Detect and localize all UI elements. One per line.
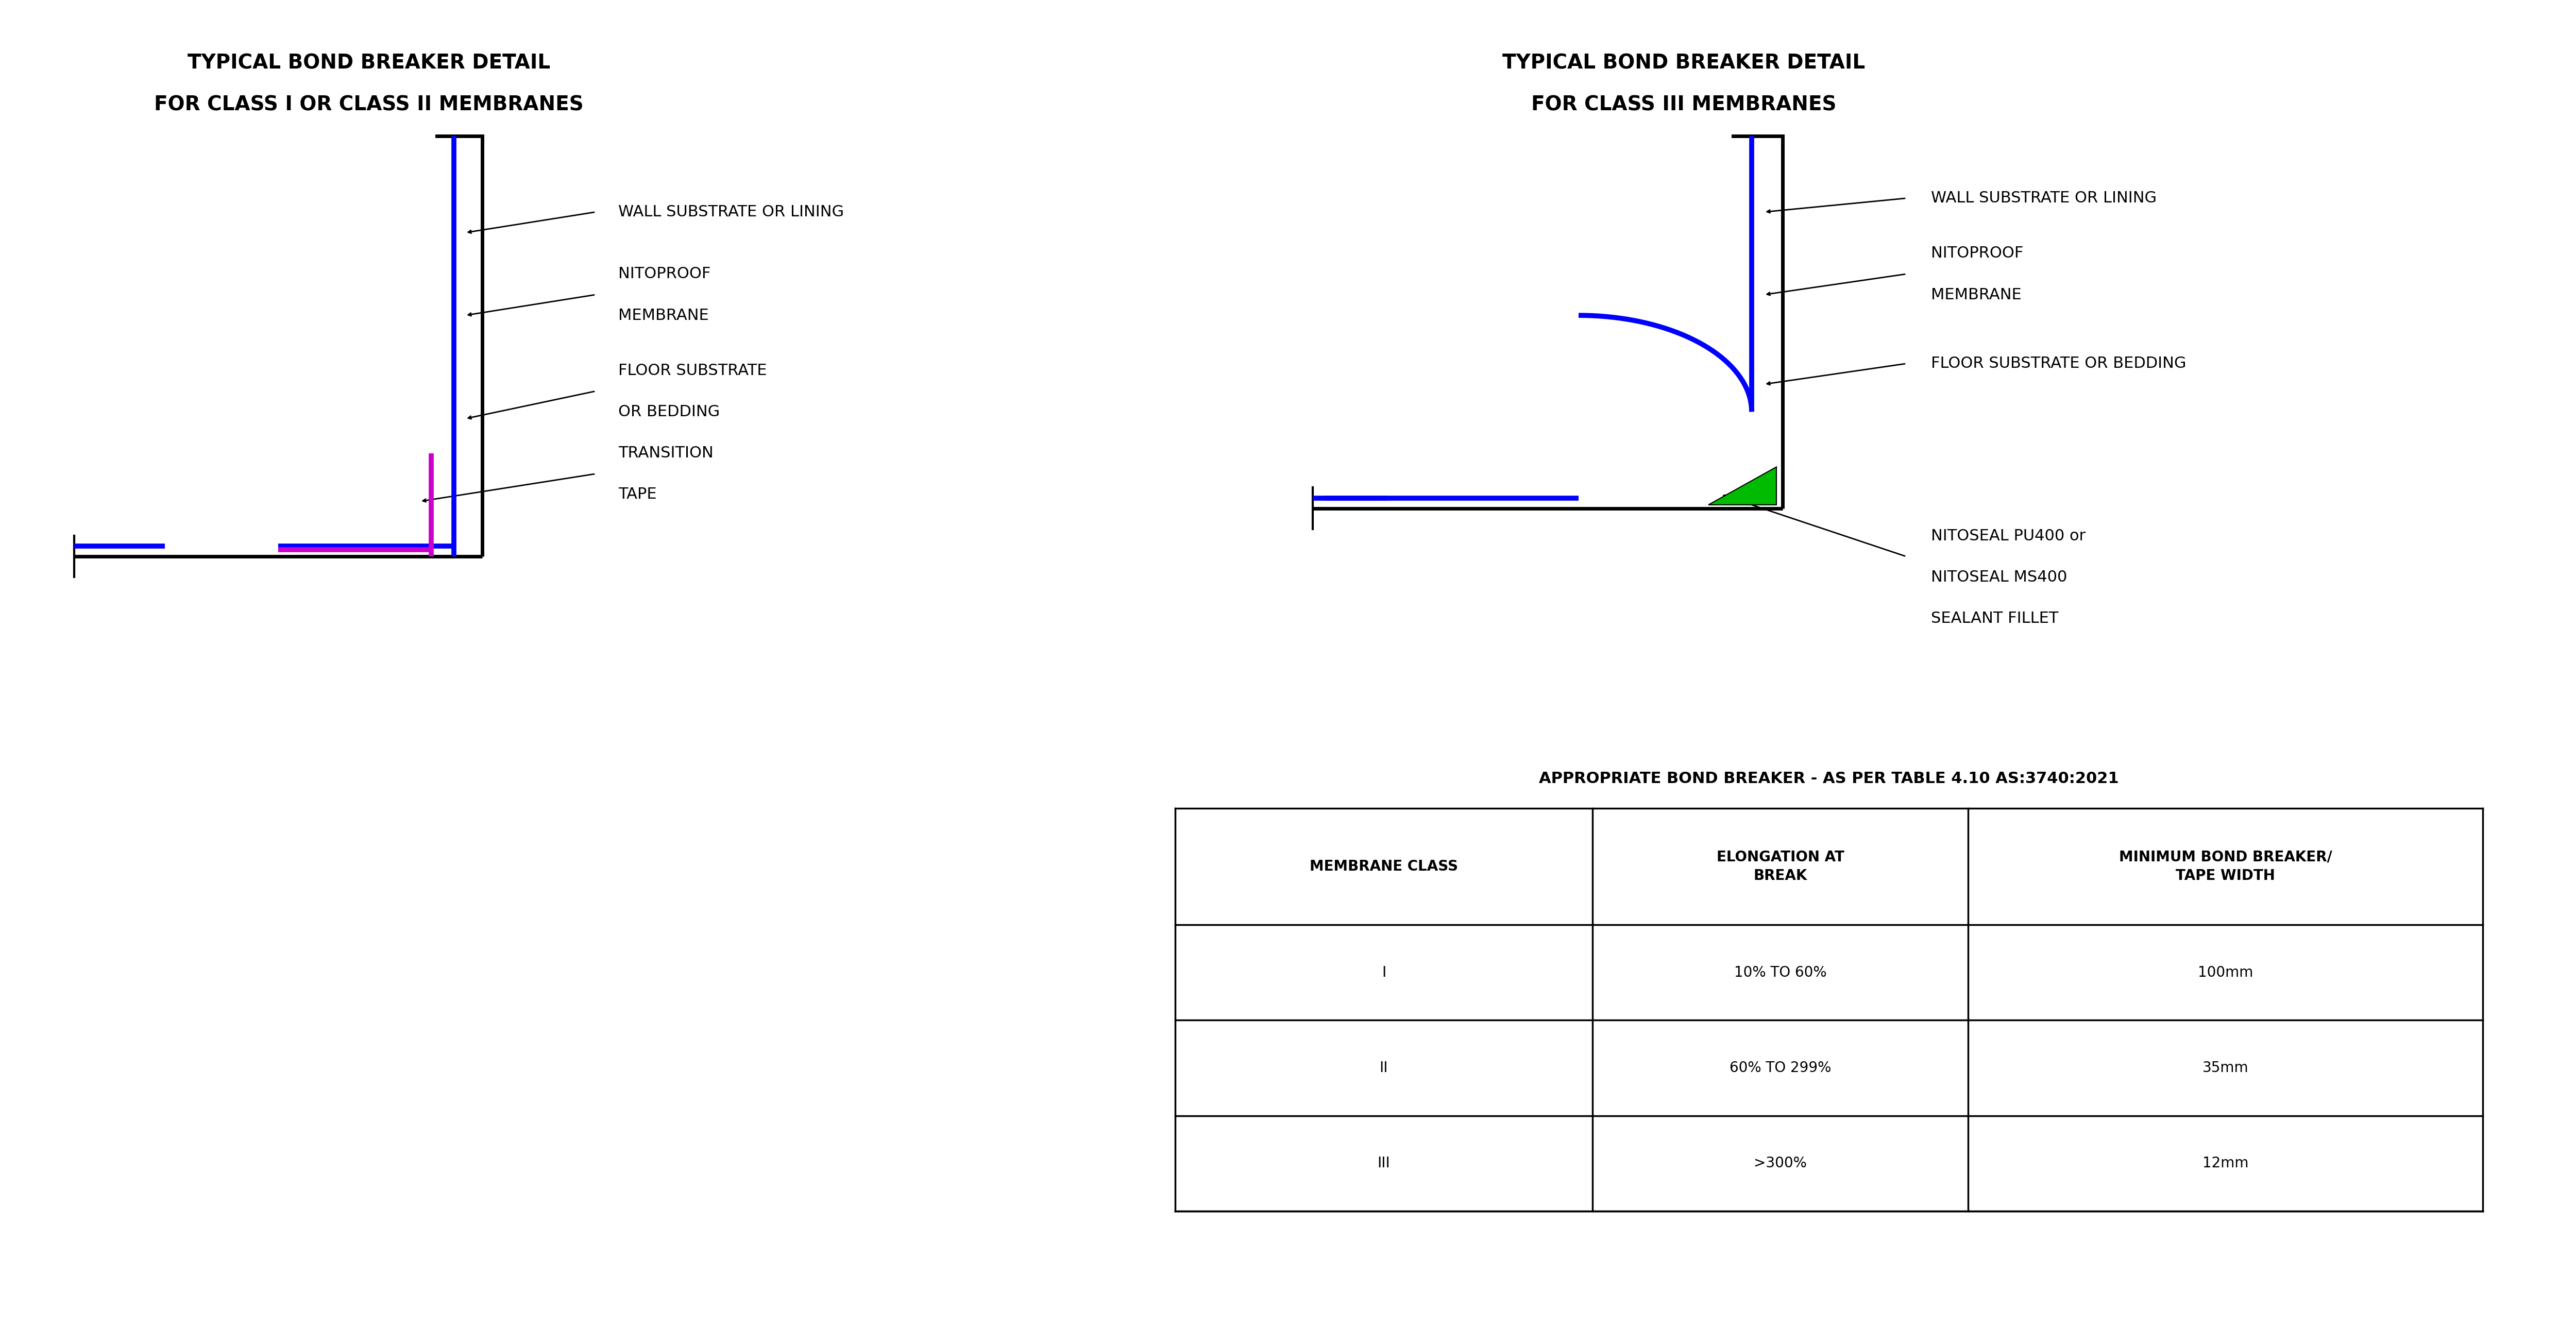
Text: NITOSEAL MS400: NITOSEAL MS400 xyxy=(1932,570,2066,584)
Text: 10% TO 60%: 10% TO 60% xyxy=(1734,966,1826,979)
Text: SEALANT FILLET: SEALANT FILLET xyxy=(1932,611,2058,625)
Text: TYPICAL BOND BREAKER DETAIL: TYPICAL BOND BREAKER DETAIL xyxy=(1502,53,1865,73)
Text: III: III xyxy=(1378,1157,1391,1170)
Text: MINIMUM BOND BREAKER/
TAPE WIDTH: MINIMUM BOND BREAKER/ TAPE WIDTH xyxy=(2120,849,2331,884)
Text: NITOSEAL PU400 or: NITOSEAL PU400 or xyxy=(1932,529,2087,543)
Text: FOR CLASS III MEMBRANES: FOR CLASS III MEMBRANES xyxy=(1530,95,1837,114)
Text: NITOPROOF: NITOPROOF xyxy=(618,266,711,281)
Text: 100mm: 100mm xyxy=(2197,966,2254,979)
Text: WALL SUBSTRATE OR LINING: WALL SUBSTRATE OR LINING xyxy=(1932,191,2156,205)
Text: >300%: >300% xyxy=(1754,1157,1806,1170)
Text: TYPICAL BOND BREAKER DETAIL: TYPICAL BOND BREAKER DETAIL xyxy=(188,53,551,73)
Text: 12mm: 12mm xyxy=(2202,1157,2249,1170)
Text: FLOOR SUBSTRATE OR BEDDING: FLOOR SUBSTRATE OR BEDDING xyxy=(1932,356,2187,371)
Text: TRANSITION: TRANSITION xyxy=(618,445,714,461)
Polygon shape xyxy=(1708,466,1777,505)
Text: NITOPROOF: NITOPROOF xyxy=(1932,246,2022,261)
Text: 60% TO 299%: 60% TO 299% xyxy=(1728,1061,1832,1075)
Text: FOR CLASS I OR CLASS II MEMBRANES: FOR CLASS I OR CLASS II MEMBRANES xyxy=(155,95,585,114)
Text: FLOOR SUBSTRATE: FLOOR SUBSTRATE xyxy=(618,363,768,378)
Text: ELONGATION AT
BREAK: ELONGATION AT BREAK xyxy=(1716,849,1844,884)
Text: OR BEDDING: OR BEDDING xyxy=(618,404,719,419)
Text: APPROPRIATE BOND BREAKER - AS PER TABLE 4.10 AS:3740:2021: APPROPRIATE BOND BREAKER - AS PER TABLE … xyxy=(1538,771,2120,786)
Text: WALL SUBSTRATE OR LINING: WALL SUBSTRATE OR LINING xyxy=(618,204,845,220)
Text: I: I xyxy=(1381,966,1386,979)
Text: MEMBRANE: MEMBRANE xyxy=(1932,288,2022,302)
Text: MEMBRANE CLASS: MEMBRANE CLASS xyxy=(1309,860,1458,873)
Text: TAPE: TAPE xyxy=(618,488,657,502)
Text: 35mm: 35mm xyxy=(2202,1061,2249,1075)
Text: II: II xyxy=(1381,1061,1388,1075)
Text: MEMBRANE: MEMBRANE xyxy=(618,307,708,323)
